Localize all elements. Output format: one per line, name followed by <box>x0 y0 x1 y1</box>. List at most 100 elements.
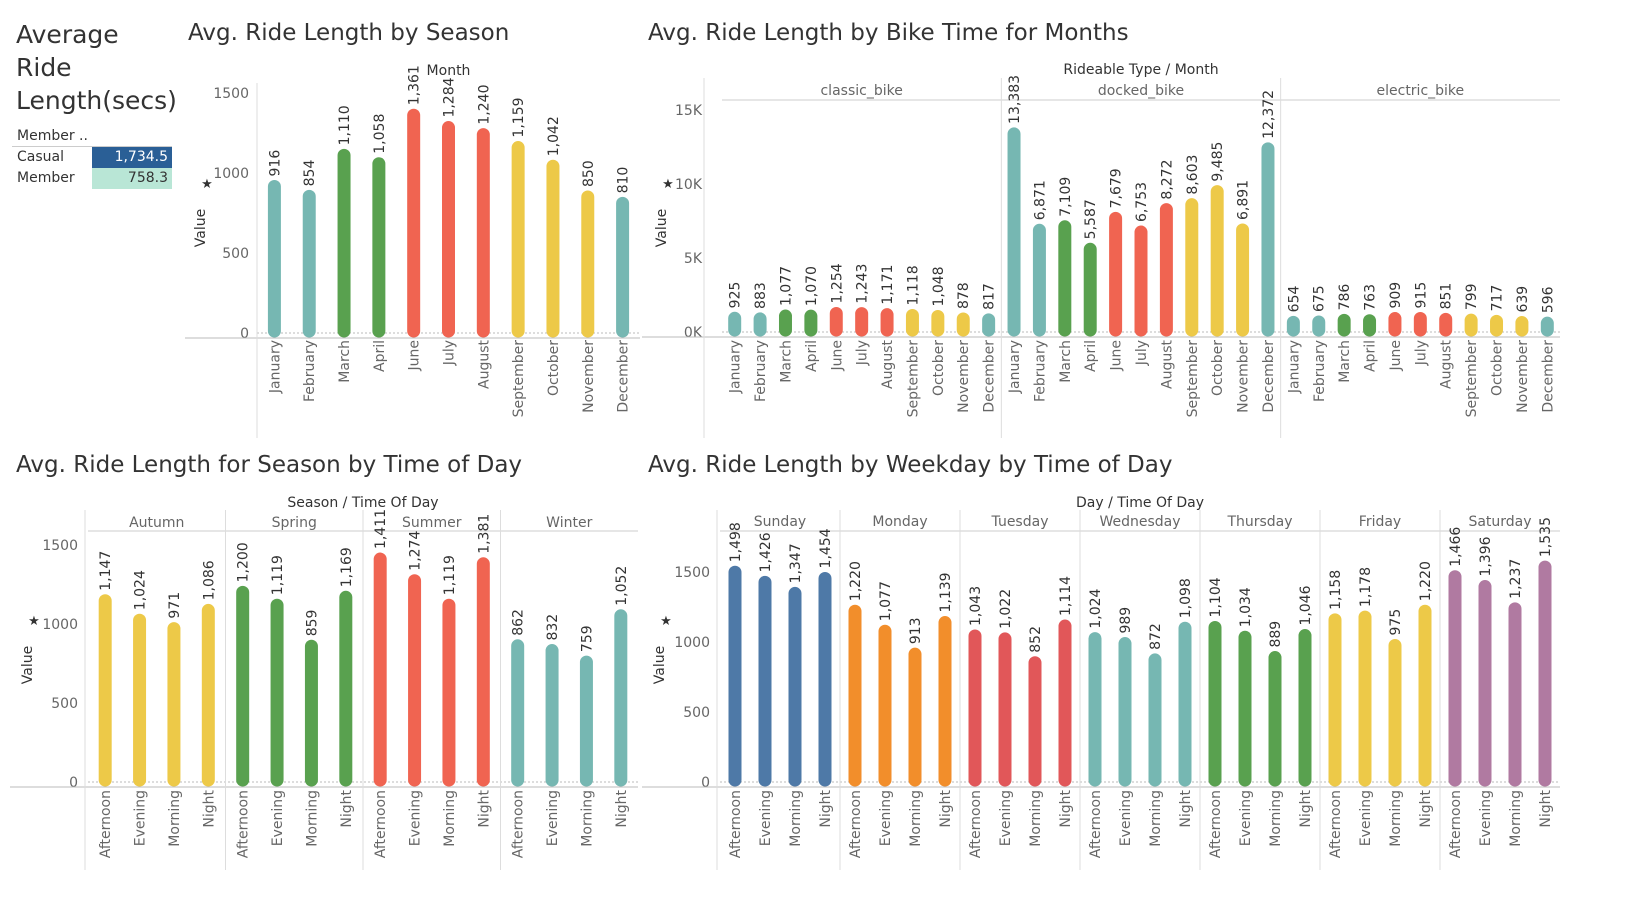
seasontod-ytick-label: 1000 <box>42 617 78 633</box>
season-data-label: 1,058 <box>372 114 388 154</box>
weekday-category-label: Afternoon <box>728 790 744 858</box>
seasontod-category-label: Morning <box>167 790 183 847</box>
seasontod-group-label: Spring <box>272 515 317 531</box>
bike-category-label: April <box>1083 340 1099 372</box>
weekday-category-label: Night <box>818 790 834 828</box>
weekday-data-label: 989 <box>1118 607 1134 634</box>
season-data-label: 1,159 <box>511 97 527 137</box>
season-data-label: 1,110 <box>337 105 353 145</box>
weekday-data-label: 1,098 <box>1178 578 1194 618</box>
bike-category-label: July <box>855 340 871 366</box>
weekday-data-label: 1,158 <box>1328 570 1344 610</box>
seasontod-category-label: Evening <box>408 790 424 846</box>
kpi-value-member: 758.3 <box>92 168 172 189</box>
bike-data-label: 799 <box>1464 283 1480 310</box>
season-bar-chart: Month 0 500 1000 1500 Value ★ 916 January 854 Febr… <box>185 63 640 438</box>
bike-data-label: 717 <box>1490 285 1506 312</box>
seasontod-category-label: Night <box>201 790 217 828</box>
weekday-category-label: Afternoon <box>1208 790 1224 858</box>
season-category-label: January <box>267 340 283 394</box>
weekday-category-label: Morning <box>908 790 924 847</box>
weekday-data-label: 1,024 <box>1088 588 1104 628</box>
bike-category-label: February <box>753 340 769 402</box>
seasontod-category-label: Afternoon <box>511 790 527 858</box>
weekday-data-label: 1,396 <box>1478 536 1494 576</box>
bike-data-label: 639 <box>1515 286 1531 313</box>
weekday-group-label: Saturday <box>1468 514 1531 530</box>
kpi-row-casual[interactable]: Casual 1,734.5 <box>12 147 172 168</box>
weekday-group-label: Friday <box>1359 514 1401 530</box>
season-data-label: 1,042 <box>546 116 562 156</box>
weekday-category-label: Night <box>1178 790 1194 828</box>
weekday-header: Day / Time Of Day <box>1076 495 1204 511</box>
weekday-data-label: 852 <box>1028 626 1044 653</box>
seasontod-y-axis-label: Value <box>20 646 36 684</box>
weekday-ytick-label: 0 <box>701 775 710 791</box>
weekday-time-of-day-bar-chart: Day / Time Of Day 0 500 1000 1500 Value ★ Sunda… <box>642 495 1560 870</box>
seasontod-pin-icon: ★ <box>28 614 40 629</box>
season-data-label: 854 <box>302 160 318 187</box>
weekday-ytick-label: 1000 <box>674 635 710 651</box>
bike-data-label: 786 <box>1337 284 1353 311</box>
bike-data-label: 13,383 <box>1007 75 1023 124</box>
seasontod-category-label: Afternoon <box>98 790 114 858</box>
bike-category-label: October <box>931 340 947 396</box>
bike-data-label: 6,891 <box>1236 180 1252 220</box>
weekday-data-label: 1,139 <box>938 572 954 612</box>
bike-category-label: January <box>728 340 744 394</box>
bike-category-label: September <box>905 340 921 418</box>
weekday-data-label: 1,498 <box>728 522 744 562</box>
weekday-data-label: 1,237 <box>1508 559 1524 599</box>
bike-category-label: March <box>1058 340 1074 383</box>
season-pin-icon: ★ <box>201 177 213 192</box>
weekday-data-label: 1,077 <box>878 581 894 621</box>
season-category-label: June <box>407 340 423 372</box>
weekday-data-label: 975 <box>1388 609 1404 636</box>
kpi-row-member[interactable]: Member 758.3 <box>12 168 172 189</box>
bike-data-label: 12,372 <box>1261 90 1277 139</box>
kpi-table: Member .. Casual 1,734.5 Member 758.3 <box>12 126 172 189</box>
seasontod-category-label: Night <box>614 790 630 828</box>
weekday-category-label: Evening <box>1118 790 1134 846</box>
bike-data-label: 883 <box>753 282 769 309</box>
bike-pin-icon: ★ <box>662 177 674 192</box>
weekday-category-label: Evening <box>998 790 1014 846</box>
bike-category-label: November <box>956 340 972 413</box>
seasontod-data-label: 1,119 <box>442 555 458 595</box>
bike-data-label: 817 <box>982 283 998 310</box>
season-category-label: August <box>476 339 492 389</box>
bike-group-label: electric_bike <box>1377 83 1465 99</box>
weekday-ytick-label: 1500 <box>674 565 710 581</box>
bike-data-label: 654 <box>1286 286 1302 313</box>
bike-category-label: July <box>1134 340 1150 366</box>
bike-category-label: March <box>1337 340 1353 383</box>
seasontod-data-label: 759 <box>579 625 595 652</box>
weekday-data-label: 1,220 <box>848 561 864 601</box>
bike-group-label: docked_bike <box>1098 83 1184 99</box>
bike-category-label: December <box>982 340 998 413</box>
weekday-category-label: Afternoon <box>1328 790 1344 858</box>
bike-data-label: 763 <box>1363 284 1379 311</box>
weekday-group-label: Thursday <box>1226 514 1292 530</box>
bike-data-label: 915 <box>1413 282 1429 309</box>
bike-data-label: 6,753 <box>1134 182 1150 222</box>
weekday-category-label: Night <box>1538 790 1554 828</box>
season-data-label: 850 <box>581 160 597 187</box>
bike-data-label: 8,603 <box>1185 155 1201 195</box>
weekday-category-label: Evening <box>878 790 894 846</box>
bike-ytick-label: 15K <box>675 103 703 119</box>
bike-data-label: 675 <box>1312 285 1328 312</box>
bike-category-label: January <box>1286 340 1302 394</box>
kpi-label-member: Member <box>17 170 75 186</box>
weekday-category-label: Evening <box>1478 790 1494 846</box>
bike-category-label: June <box>1388 340 1404 372</box>
seasontod-data-label: 1,147 <box>98 551 114 591</box>
bike-data-label: 878 <box>956 282 972 309</box>
bike-data-label: 909 <box>1388 282 1404 309</box>
weekday-category-label: Afternoon <box>848 790 864 858</box>
weekday-category-label: Morning <box>1388 790 1404 847</box>
season-category-label: September <box>511 340 527 418</box>
kpi-title: Average Ride Length(secs) <box>16 20 177 115</box>
bike-data-label: 1,077 <box>778 266 794 306</box>
seasontod-group-label: Autumn <box>129 515 184 531</box>
